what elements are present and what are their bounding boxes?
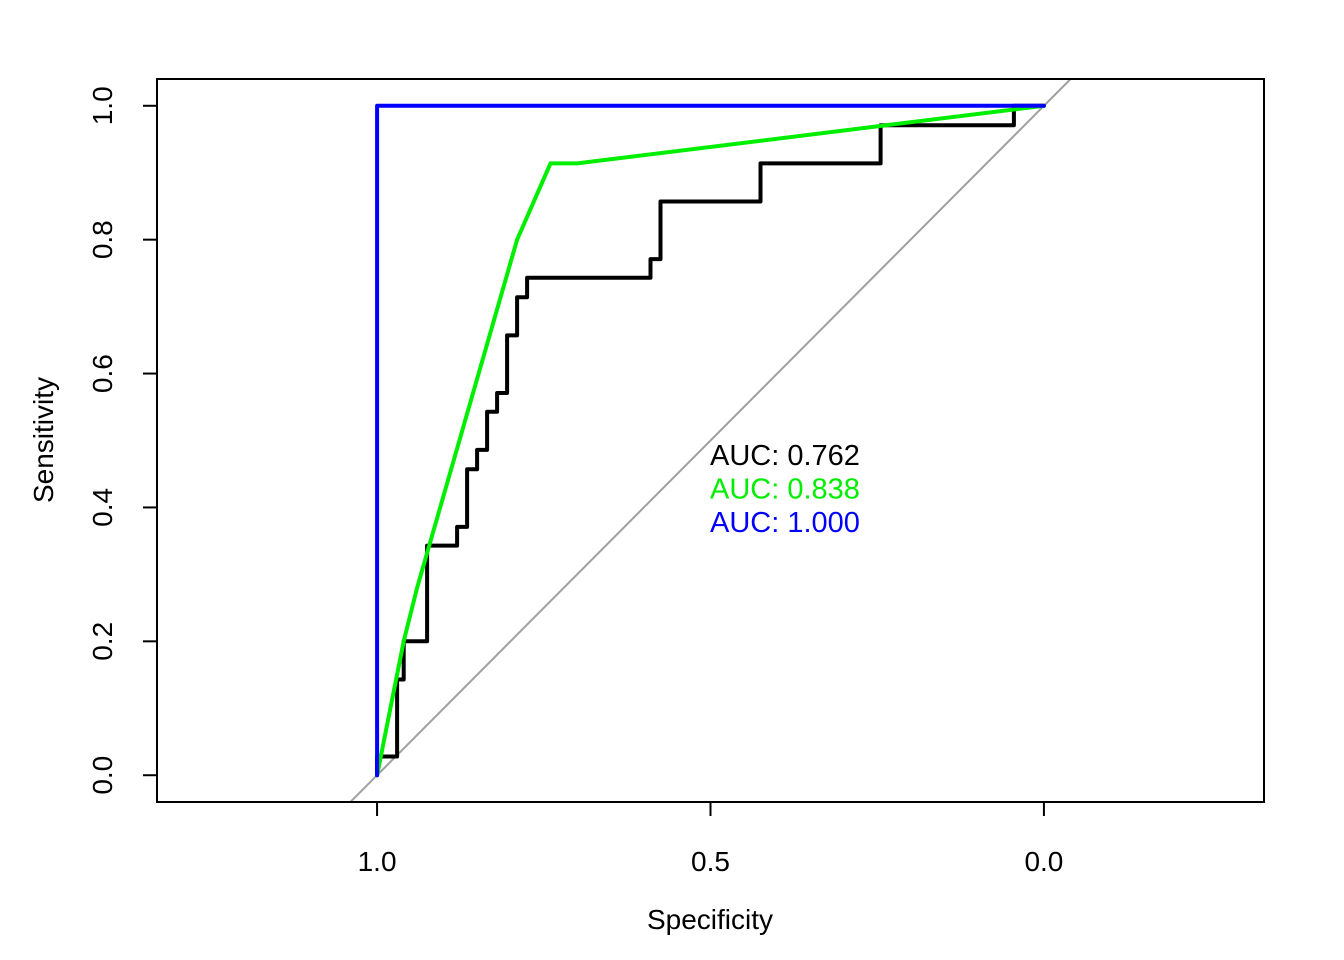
y-tick-label: 1.0 (87, 86, 118, 125)
axes-layer: 1.0 0.5 0.0 0.0 0.2 0.4 0.6 0.8 1.0 (87, 86, 1063, 877)
y-tick-label: 0.8 (87, 220, 118, 259)
roc-line-3 (375, 103, 1046, 778)
x-axis-label: Specificity (647, 904, 773, 935)
auc-label-3: AUC: 1.000 (710, 507, 860, 539)
x-tick-label: 1.0 (358, 846, 397, 877)
roc-line-1 (375, 103, 1046, 778)
lines-layer (349, 79, 1072, 802)
y-tick-label: 0.0 (87, 756, 118, 795)
auc-label-2: AUC: 0.838 (710, 474, 860, 506)
reference-diagonal-line (349, 79, 1072, 802)
x-tick-label: 0.5 (691, 846, 730, 877)
y-tick-label: 0.4 (87, 488, 118, 527)
y-axis-label: Sensitivity (28, 377, 59, 503)
y-tick-label: 0.2 (87, 622, 118, 661)
y-tick-label: 0.6 (87, 354, 118, 393)
roc-line-2 (375, 103, 1046, 778)
auc-label-1: AUC: 0.762 (710, 440, 860, 472)
x-tick-label: 0.0 (1024, 846, 1063, 877)
